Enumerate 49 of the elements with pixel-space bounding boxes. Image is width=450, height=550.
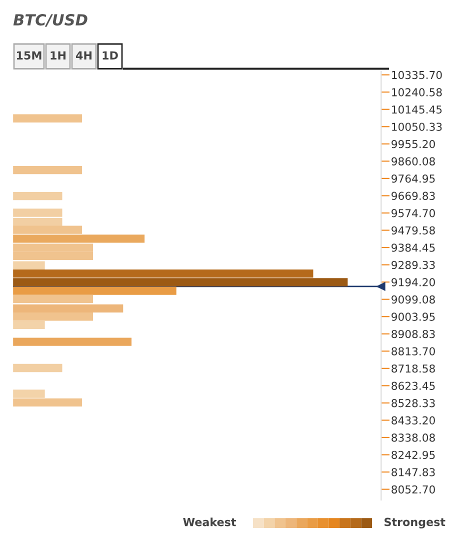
y-tick-label: 10145.45	[392, 105, 442, 114]
y-tick-label: 9574.70	[392, 209, 435, 218]
y-tick-label: 8718.58	[392, 364, 435, 373]
chart-title: BTC/USD	[13, 14, 88, 27]
y-tick-label: 9860.08	[392, 157, 435, 166]
y-tick-label: 8242.95	[392, 450, 435, 460]
bar	[13, 390, 45, 398]
y-tick-label: 8813.70	[392, 347, 435, 356]
bar	[13, 312, 94, 321]
text: 4H	[76, 51, 92, 60]
y-tick-label: 9669.83	[392, 192, 435, 200]
y-tick-label: 8908.83	[392, 330, 435, 338]
y-tick-label: 9955.20	[392, 140, 435, 148]
bar	[13, 114, 82, 122]
bar	[13, 261, 45, 270]
y-tick-label: 8147.83	[392, 468, 435, 476]
bar	[13, 192, 62, 200]
bar	[13, 278, 348, 286]
bar	[13, 364, 62, 372]
y-tick-label: 9384.45	[392, 244, 435, 252]
y-tick-label: 8433.20	[392, 416, 435, 424]
y-tick-label: 8528.33	[392, 399, 435, 408]
y-tick-label: 9003.95	[392, 312, 435, 321]
text: Weakest	[183, 518, 236, 526]
bar	[13, 269, 314, 278]
y-tick-label: 9194.20	[392, 278, 435, 286]
y-tick-label: 10050.33	[392, 122, 442, 131]
text: 1H	[50, 51, 66, 60]
bar	[13, 294, 94, 304]
bar	[13, 234, 145, 243]
text: Strongest	[384, 518, 446, 528]
y-tick-label: 9479.58	[392, 226, 435, 235]
bar	[13, 166, 82, 174]
y-tick-label: 8052.70	[392, 485, 435, 494]
bar	[13, 226, 82, 234]
y-tick-label: 9764.95	[392, 174, 435, 183]
bar	[13, 304, 124, 313]
bar	[13, 320, 45, 330]
y-tick-label: 9099.08	[392, 295, 435, 304]
text: 1D	[102, 51, 118, 60]
bar	[13, 338, 132, 346]
y-tick-label: 10335.70	[392, 70, 442, 80]
bar	[13, 286, 176, 295]
bar	[13, 398, 82, 407]
y-tick-label: 9289.33	[392, 260, 435, 270]
y-tick-label: 8338.08	[392, 434, 435, 442]
y-tick-label: 8623.45	[392, 382, 435, 390]
text: 15M	[16, 51, 42, 60]
y-tick-label: 10240.58	[392, 88, 442, 96]
